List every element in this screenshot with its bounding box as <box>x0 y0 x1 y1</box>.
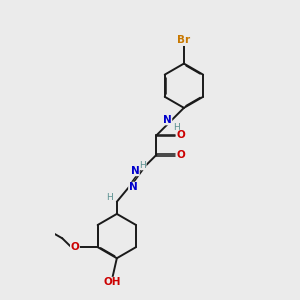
Text: H: H <box>106 193 113 202</box>
Text: O: O <box>177 130 185 140</box>
Text: H: H <box>140 161 146 170</box>
Text: N: N <box>130 166 139 176</box>
Text: OH: OH <box>104 277 121 287</box>
Text: Br: Br <box>177 35 190 46</box>
Text: N: N <box>163 115 172 125</box>
Text: H: H <box>173 123 180 132</box>
Text: N: N <box>129 182 137 192</box>
Text: O: O <box>70 242 79 252</box>
Text: O: O <box>177 150 185 160</box>
